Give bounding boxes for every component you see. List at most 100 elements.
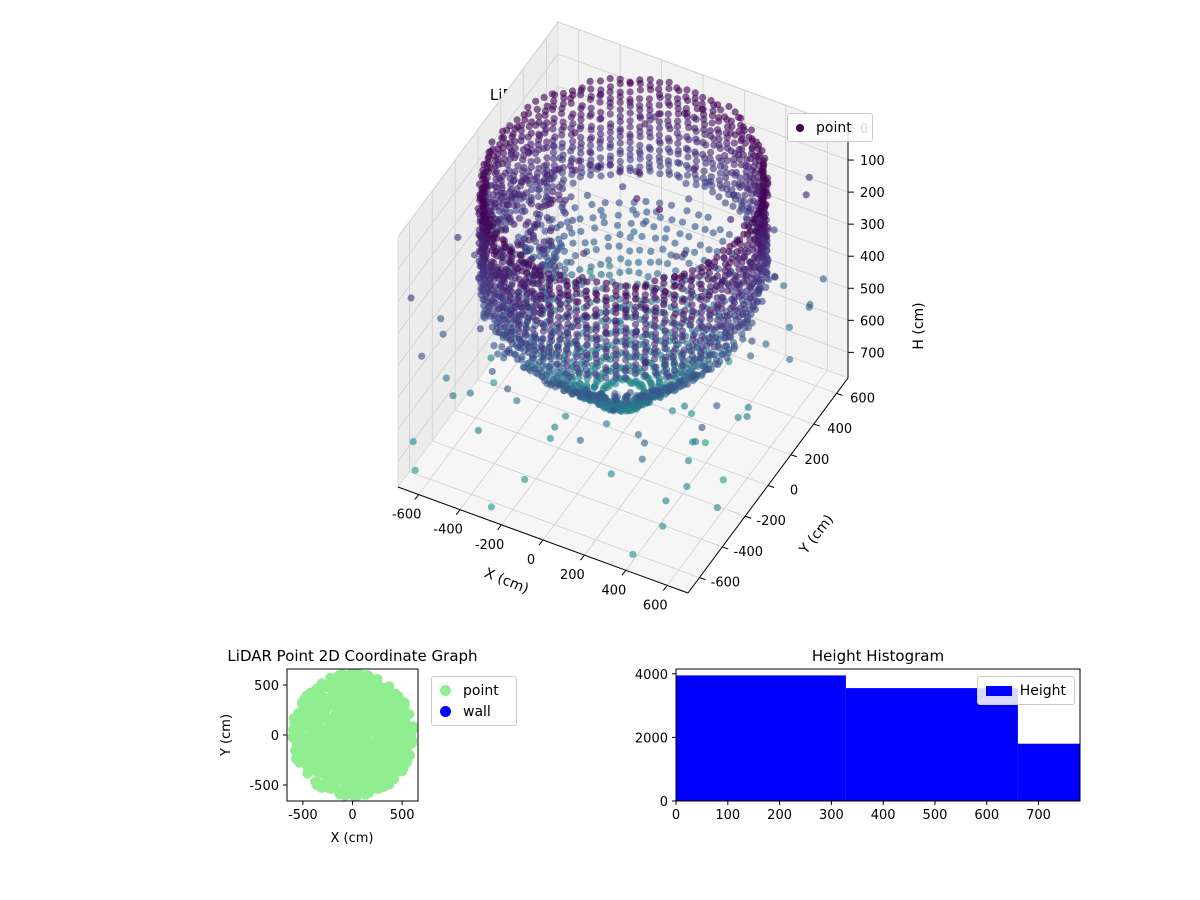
scatter-point [331, 758, 342, 769]
scatter-point [545, 270, 553, 278]
scatter-point [602, 315, 610, 323]
scatter-point [567, 258, 575, 266]
scatter-point [529, 313, 537, 321]
scatter-point [741, 191, 749, 199]
scatter-point [550, 256, 558, 264]
scatter-point [535, 112, 543, 120]
scatter-point [493, 187, 501, 195]
tick-label-h: 400 [860, 250, 885, 265]
scatter-point [572, 285, 581, 293]
scatter-point [512, 206, 520, 215]
scatter-point [626, 123, 634, 131]
scatter-point [506, 122, 514, 130]
scatter-point [678, 279, 686, 287]
scatter-point [587, 263, 595, 271]
scatter-point [508, 253, 516, 261]
chart-3d-axes: -600 -400 -200 0 200 400 600 -600 -400 -200 0 200 40… [392, 122, 885, 613]
scatter-point [750, 253, 759, 262]
scatter-point [518, 208, 526, 216]
chart-2d-ylabel: Y (cm) [219, 714, 234, 757]
scatter-point [786, 355, 794, 364]
scatter-point [588, 273, 596, 282]
scatter-point [760, 161, 768, 169]
scatter-point [730, 345, 738, 353]
scatter-point [528, 262, 537, 270]
scatter-point [698, 268, 706, 276]
scatter-point [543, 214, 552, 222]
scatter-point [645, 95, 654, 103]
scatter-point [682, 179, 690, 188]
scatter-point [725, 230, 734, 239]
scatter-point [734, 413, 742, 422]
scatter-point [409, 438, 417, 446]
scatter-point [737, 114, 745, 122]
scatter-point [728, 255, 736, 263]
scatter-point [735, 127, 743, 135]
scatter-point [602, 353, 610, 361]
scatter-point [352, 669, 363, 679]
scatter-point [542, 161, 551, 169]
scatter-point [673, 84, 681, 92]
scatter-point [632, 283, 640, 291]
scatter-point [543, 154, 551, 162]
chart-3d: -600 -400 -200 0 200 400 600 -600 -400 -200 0 200 40… [392, 20, 927, 613]
scatter-point [629, 206, 637, 214]
scatter-point [642, 345, 650, 353]
scatter-point [596, 98, 604, 106]
scatter-point [748, 145, 756, 153]
scatter-point [704, 275, 712, 283]
scatter-point [641, 359, 649, 367]
scatter-point [785, 323, 794, 331]
scatter-point [740, 222, 748, 230]
scatter-point [498, 181, 506, 190]
scatter-point [506, 294, 514, 302]
scatter-point [729, 302, 737, 310]
scatter-point [673, 122, 682, 131]
scatter-point [316, 783, 327, 793]
scatter-point [602, 279, 610, 287]
scatter-point [715, 141, 723, 149]
tick-label-h: 100 [860, 154, 885, 169]
scatter-point [616, 147, 624, 155]
scatter-point [655, 101, 663, 109]
scatter-point [735, 313, 743, 321]
scatter-point [616, 139, 624, 147]
scatter-point [727, 129, 735, 137]
scatter-point [754, 210, 762, 218]
scatter-point [534, 370, 542, 378]
scatter-point [489, 243, 498, 251]
scatter-point [636, 123, 644, 131]
scatter-point [697, 315, 706, 323]
scatter-point [653, 270, 662, 278]
scatter-point [556, 305, 564, 313]
scatter-point [663, 225, 671, 233]
scatter-point [602, 309, 610, 317]
scatter-point [674, 110, 682, 118]
scatter-point [551, 423, 559, 431]
scatter-point [586, 161, 594, 169]
scatter-point [513, 265, 521, 273]
scatter-point [712, 334, 720, 342]
scatter-point [655, 118, 664, 126]
tick-x [580, 554, 585, 561]
scatter-point [641, 313, 650, 321]
scatter-point [479, 286, 487, 294]
scatter-point [748, 135, 756, 143]
scatter-point [545, 301, 553, 309]
scatter-point [578, 84, 586, 92]
scatter-point [349, 707, 360, 718]
scatter-point [479, 217, 487, 225]
chart-hist-ticks: 0 100 200 300 400 500 600 700 0 2000 4000 [635, 668, 1051, 823]
scatter-point [757, 204, 766, 212]
scatter-point [606, 74, 614, 83]
scatter-point [626, 164, 634, 172]
scatter-point [616, 230, 624, 239]
tick-y [767, 485, 775, 488]
scatter-point [597, 206, 605, 214]
scatter-point [534, 192, 543, 201]
scatter-point [486, 215, 494, 224]
scatter-point [691, 371, 699, 379]
scatter-point [527, 129, 535, 137]
scatter-point [522, 189, 531, 197]
scatter-point [325, 741, 335, 752]
